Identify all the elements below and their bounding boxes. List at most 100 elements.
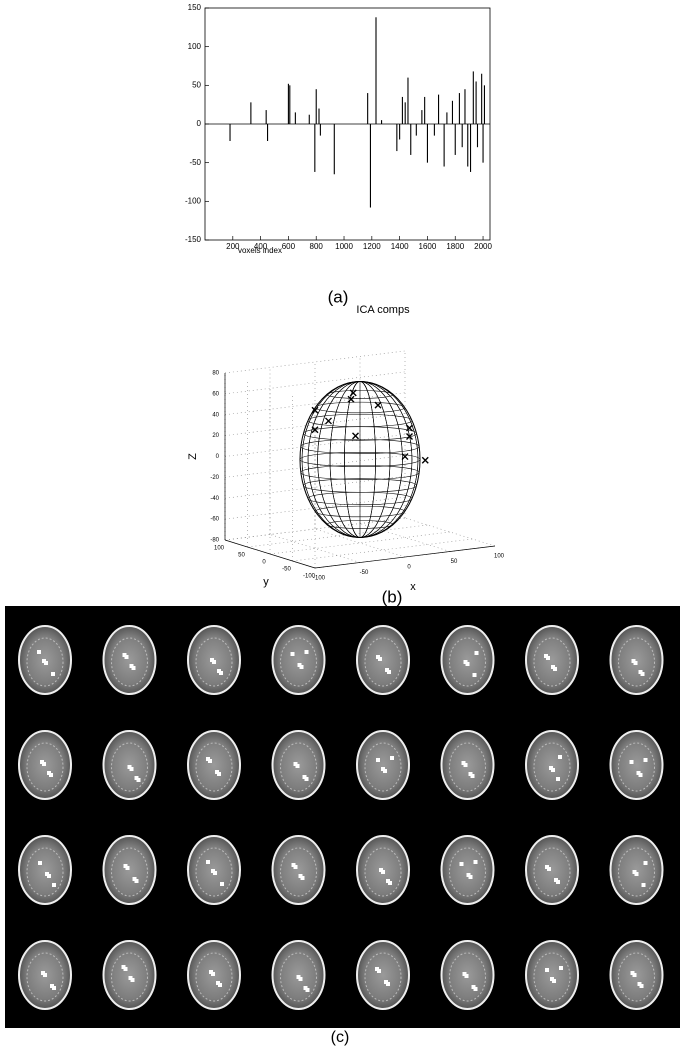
x-tick-label: -50 xyxy=(360,570,369,576)
activation xyxy=(644,861,648,865)
activation xyxy=(549,766,553,770)
y-tick-label: 100 xyxy=(214,546,225,552)
caption: (a) xyxy=(328,287,349,306)
y-tick-label: 0 xyxy=(262,560,266,566)
activation xyxy=(38,861,42,865)
y-tick-label: -50 xyxy=(282,567,291,573)
activation xyxy=(631,971,635,975)
caption: (b) xyxy=(382,587,403,606)
z-tick-label: -60 xyxy=(210,517,219,523)
activation xyxy=(633,870,637,874)
z-tick-label: 0 xyxy=(216,454,220,460)
x-axis-label: x xyxy=(410,581,416,593)
z-tick-label: -80 xyxy=(210,538,219,544)
activation xyxy=(473,673,477,677)
y-tick-label: -50 xyxy=(189,158,201,167)
activation xyxy=(124,864,128,868)
activation xyxy=(638,982,642,986)
x-tick-label: 0 xyxy=(407,565,411,571)
activation xyxy=(215,770,219,774)
activation xyxy=(474,860,478,864)
activation xyxy=(463,972,467,976)
x-tick-label: 400 xyxy=(254,242,268,251)
activation xyxy=(135,776,139,780)
activation xyxy=(37,650,41,654)
activation xyxy=(220,882,224,886)
y-tick-label: 150 xyxy=(188,3,202,12)
activation xyxy=(545,865,549,869)
x-tick-label: 200 xyxy=(226,242,240,251)
activation xyxy=(390,756,394,760)
x-tick-label: 1000 xyxy=(335,242,353,251)
activation xyxy=(558,755,562,759)
chart-title: ICA comps xyxy=(356,304,410,316)
activation xyxy=(122,965,126,969)
activation xyxy=(297,975,301,979)
grid-line xyxy=(225,372,405,394)
page: {"chart_data": [ {"type": "stem", "capti… xyxy=(0,0,683,1046)
activation xyxy=(292,863,296,867)
x-tick-label: 800 xyxy=(310,242,324,251)
activation xyxy=(133,877,137,881)
activation xyxy=(376,758,380,762)
y-tick-label: 50 xyxy=(238,553,245,559)
activation xyxy=(45,872,49,876)
x-tick-label: 1400 xyxy=(391,242,409,251)
activation xyxy=(123,653,127,657)
activation xyxy=(210,658,214,662)
axis-line xyxy=(315,546,495,568)
z-tick-label: -40 xyxy=(210,496,219,502)
activation xyxy=(305,650,309,654)
y-tick-label: 0 xyxy=(197,119,202,128)
activation xyxy=(376,655,380,659)
activation xyxy=(545,968,549,972)
activation xyxy=(467,873,471,877)
figure: voxels index (a) ICA comps (b) (c) -150-… xyxy=(0,0,683,1046)
point xyxy=(375,402,381,408)
activation xyxy=(464,660,468,664)
activation xyxy=(632,659,636,663)
activation xyxy=(40,760,44,764)
z-tick-label: 60 xyxy=(212,391,219,397)
activation xyxy=(554,878,558,882)
activation xyxy=(206,860,210,864)
activation xyxy=(642,883,646,887)
activation xyxy=(216,981,220,985)
activation xyxy=(209,970,213,974)
activation xyxy=(211,869,215,873)
x-tick-label: 1200 xyxy=(363,242,381,251)
activation xyxy=(551,665,555,669)
activation xyxy=(299,874,303,878)
y-tick-label: -100 xyxy=(185,196,202,205)
activation xyxy=(294,762,298,766)
activation xyxy=(644,758,648,762)
grid-line xyxy=(248,525,428,547)
z-tick-label: 80 xyxy=(212,371,219,377)
y-tick-label: 100 xyxy=(188,42,202,51)
x-tick-label: 50 xyxy=(451,559,458,565)
y-tick-label: -150 xyxy=(185,235,202,244)
x-tick-label: 2000 xyxy=(474,242,492,251)
activation xyxy=(475,651,479,655)
activation xyxy=(550,977,554,981)
activation xyxy=(381,767,385,771)
z-tick-label: 40 xyxy=(212,412,219,418)
activation xyxy=(460,862,464,866)
x-tick-label: 1800 xyxy=(446,242,464,251)
activation xyxy=(129,976,133,980)
activation xyxy=(639,670,643,674)
y-tick-label: 50 xyxy=(192,80,201,89)
activation xyxy=(206,757,210,761)
activation xyxy=(128,765,132,769)
activation xyxy=(304,986,308,990)
activation xyxy=(217,669,221,673)
activation xyxy=(386,879,390,883)
activation xyxy=(375,967,379,971)
activation xyxy=(472,985,476,989)
x-tick-label: 100 xyxy=(494,554,505,560)
activation xyxy=(298,663,302,667)
activation xyxy=(51,672,55,676)
z-tick-label: 20 xyxy=(212,433,219,439)
activation xyxy=(556,777,560,781)
activation xyxy=(303,775,307,779)
